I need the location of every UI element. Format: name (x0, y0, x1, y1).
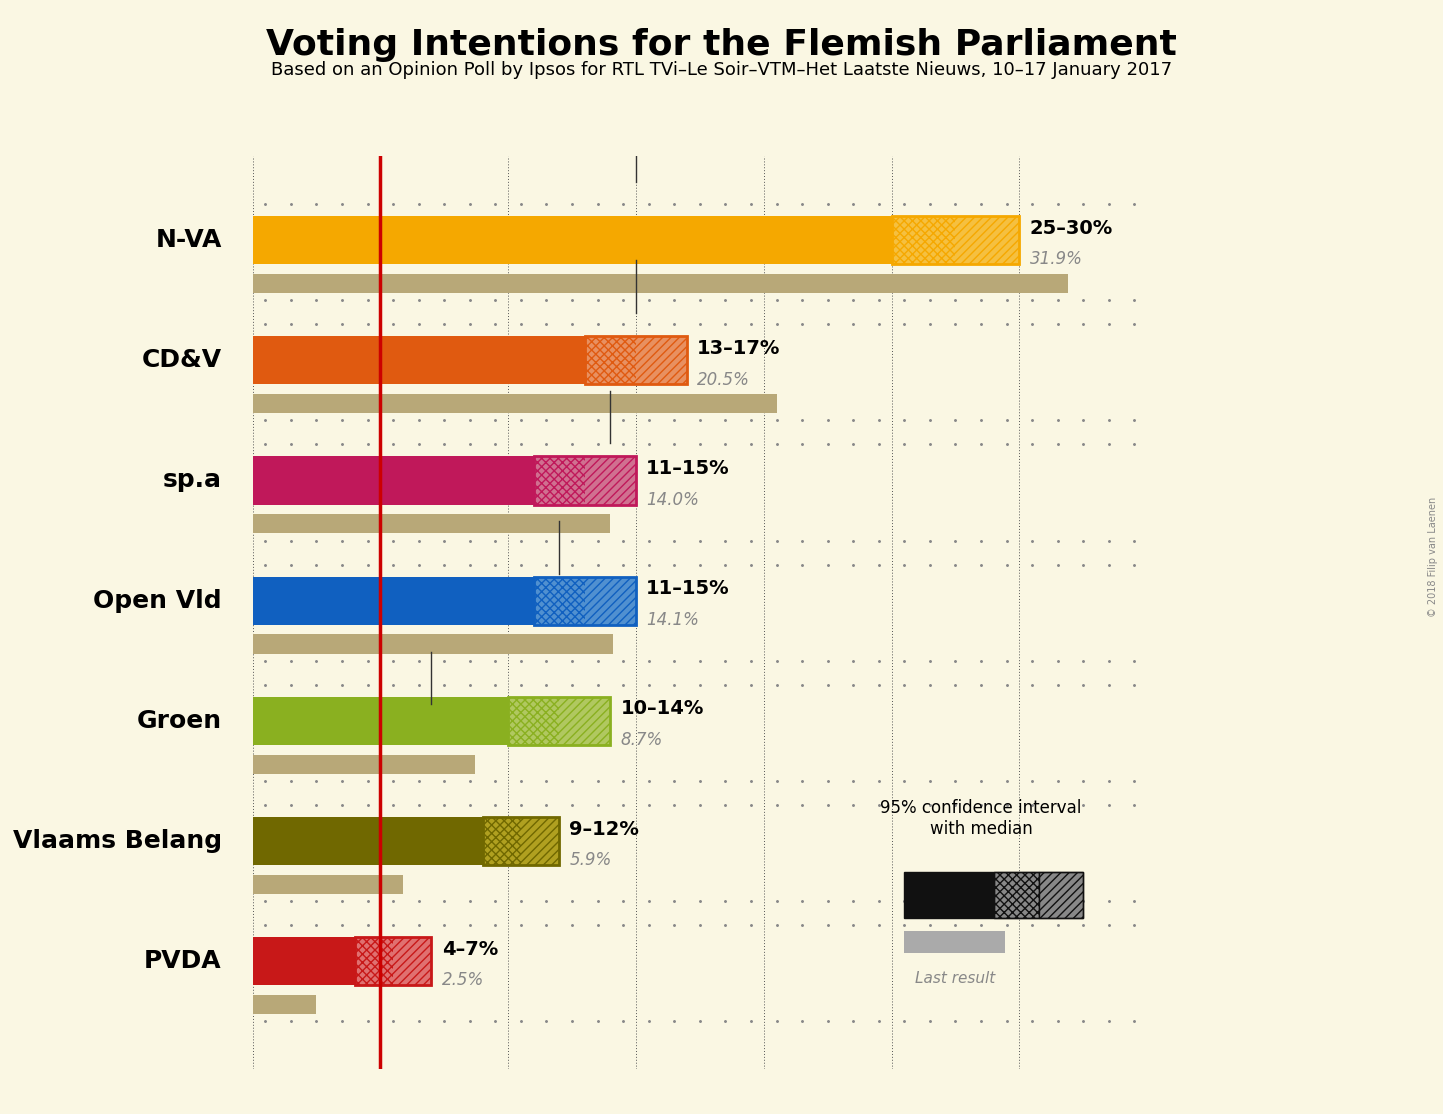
Text: 14.1%: 14.1% (646, 610, 698, 629)
Bar (994, 872, 1039, 918)
Bar (534, 577, 636, 625)
Bar (482, 817, 521, 866)
Bar (521, 817, 560, 866)
Bar (253, 515, 610, 534)
Bar (1039, 872, 1084, 918)
Text: 14.0%: 14.0% (646, 490, 698, 509)
Bar (253, 414, 1147, 427)
Bar (534, 457, 636, 505)
Bar (253, 678, 1147, 691)
Text: 95% confidence interval
with median: 95% confidence interval with median (880, 799, 1082, 838)
Bar (253, 896, 1147, 907)
Bar (584, 336, 636, 384)
Text: Groen: Groen (137, 709, 222, 733)
Text: 10–14%: 10–14% (620, 700, 704, 719)
Text: Open Vld: Open Vld (94, 588, 222, 613)
Text: 4–7%: 4–7% (442, 940, 498, 959)
Text: N-VA: N-VA (156, 228, 222, 252)
Bar (253, 577, 534, 625)
Bar (482, 817, 560, 866)
Bar (253, 754, 475, 774)
Bar (584, 577, 636, 625)
Bar (560, 697, 610, 745)
Text: 2.5%: 2.5% (442, 971, 483, 989)
Bar (253, 319, 1147, 330)
Text: 5.9%: 5.9% (570, 851, 612, 869)
Text: 8.7%: 8.7% (620, 731, 662, 749)
Bar (253, 558, 1147, 570)
Text: Voting Intentions for the Flemish Parliament: Voting Intentions for the Flemish Parlia… (266, 28, 1177, 62)
Bar (584, 336, 687, 384)
Bar (253, 919, 1147, 931)
Text: 9–12%: 9–12% (570, 820, 639, 839)
Bar (253, 937, 355, 985)
Bar (955, 216, 1019, 264)
Bar (253, 457, 534, 505)
Text: Vlaams Belang: Vlaams Belang (13, 829, 222, 853)
Bar (253, 1015, 1147, 1027)
Bar (253, 216, 892, 264)
Bar (253, 817, 482, 866)
Bar (584, 457, 636, 505)
Text: 25–30%: 25–30% (1030, 218, 1113, 237)
Text: 11–15%: 11–15% (646, 579, 730, 598)
Text: 11–15%: 11–15% (646, 459, 730, 478)
Bar (253, 775, 1147, 786)
Text: sp.a: sp.a (163, 469, 222, 492)
Bar (508, 697, 560, 745)
Text: 20.5%: 20.5% (697, 371, 750, 389)
Bar (994, 872, 1084, 918)
Text: Based on an Opinion Poll by Ipsos for RTL TVi–Le Soir–VTM–Het Laatste Nieuws, 10: Based on an Opinion Poll by Ipsos for RT… (271, 61, 1172, 79)
Bar (636, 336, 687, 384)
Bar (253, 697, 508, 745)
Text: PVDA: PVDA (144, 949, 222, 974)
Bar (253, 198, 1147, 211)
Bar (534, 577, 584, 625)
Bar (892, 216, 955, 264)
Bar (355, 937, 431, 985)
Bar (253, 535, 1147, 547)
Bar (253, 874, 404, 893)
Text: 31.9%: 31.9% (1030, 251, 1082, 268)
Bar (508, 697, 610, 745)
Bar (253, 294, 1147, 306)
Bar (355, 937, 392, 985)
Bar (253, 799, 1147, 811)
Bar (253, 394, 776, 413)
Bar (905, 872, 994, 918)
Bar (253, 274, 1068, 293)
Bar (892, 216, 1019, 264)
Bar (253, 634, 613, 654)
Bar (253, 655, 1147, 667)
Bar (392, 937, 431, 985)
Bar (253, 439, 1147, 450)
Bar (253, 995, 316, 1014)
Bar (253, 336, 584, 384)
Bar (905, 930, 1004, 954)
Text: Last result: Last result (915, 971, 994, 987)
Bar (534, 457, 584, 505)
Text: © 2018 Filip van Laenen: © 2018 Filip van Laenen (1429, 497, 1437, 617)
Text: CD&V: CD&V (141, 349, 222, 372)
Text: 13–17%: 13–17% (697, 339, 781, 358)
